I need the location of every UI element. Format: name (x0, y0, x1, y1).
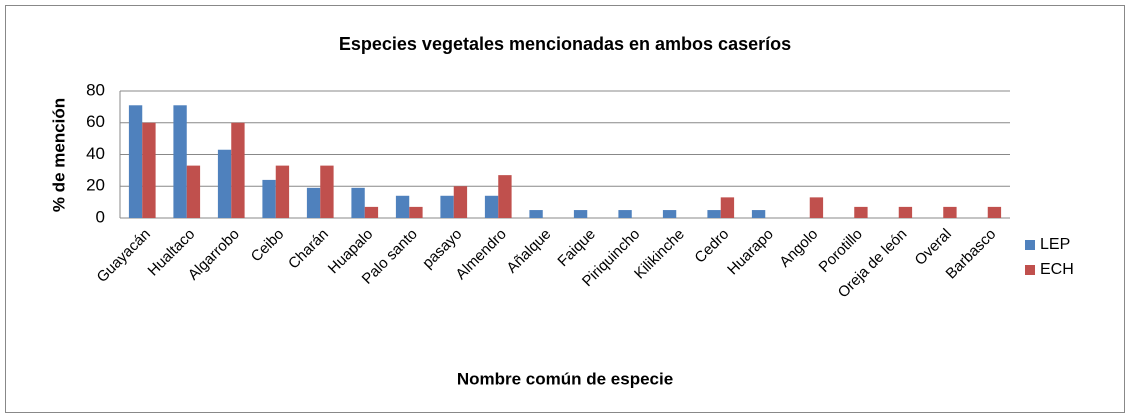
bar (217, 149, 232, 218)
legend-swatch (1025, 265, 1035, 275)
bar (128, 105, 143, 218)
bar (987, 206, 1002, 218)
bar (809, 197, 824, 218)
bar (751, 210, 766, 218)
bar (186, 165, 201, 218)
y-tick-label: 40 (86, 144, 105, 163)
chart-title: Especies vegetales mencionadas en ambos … (339, 34, 791, 54)
bar (262, 179, 276, 218)
bar (173, 105, 187, 218)
bar (142, 122, 156, 218)
bar (529, 210, 543, 218)
bar (720, 197, 735, 218)
x-axis-title: Nombre común de especie (457, 369, 673, 388)
y-axis-title: % de mención (49, 98, 68, 212)
bar (618, 210, 632, 218)
bar (484, 195, 499, 218)
bar (231, 122, 245, 218)
y-tick-label: 20 (86, 176, 105, 195)
y-tick-label: 80 (86, 80, 105, 99)
bar (351, 187, 365, 218)
bar (306, 187, 321, 218)
chart-border (5, 5, 1125, 413)
y-tick-label: 60 (86, 112, 105, 131)
bar (395, 195, 410, 218)
bar (364, 206, 379, 218)
bar (453, 186, 468, 218)
bar (409, 206, 423, 218)
bar (943, 206, 957, 218)
bar (275, 165, 290, 218)
bar (662, 210, 677, 218)
bar (707, 210, 721, 218)
bar (573, 210, 588, 218)
bar (498, 175, 512, 218)
legend-swatch (1025, 240, 1035, 250)
legend-label: LEP (1040, 236, 1070, 253)
bar (854, 206, 868, 218)
legend-label: ECH (1040, 261, 1074, 278)
bar (898, 206, 913, 218)
bar (440, 195, 454, 218)
y-tick-label: 0 (96, 207, 105, 226)
bar (320, 165, 334, 218)
